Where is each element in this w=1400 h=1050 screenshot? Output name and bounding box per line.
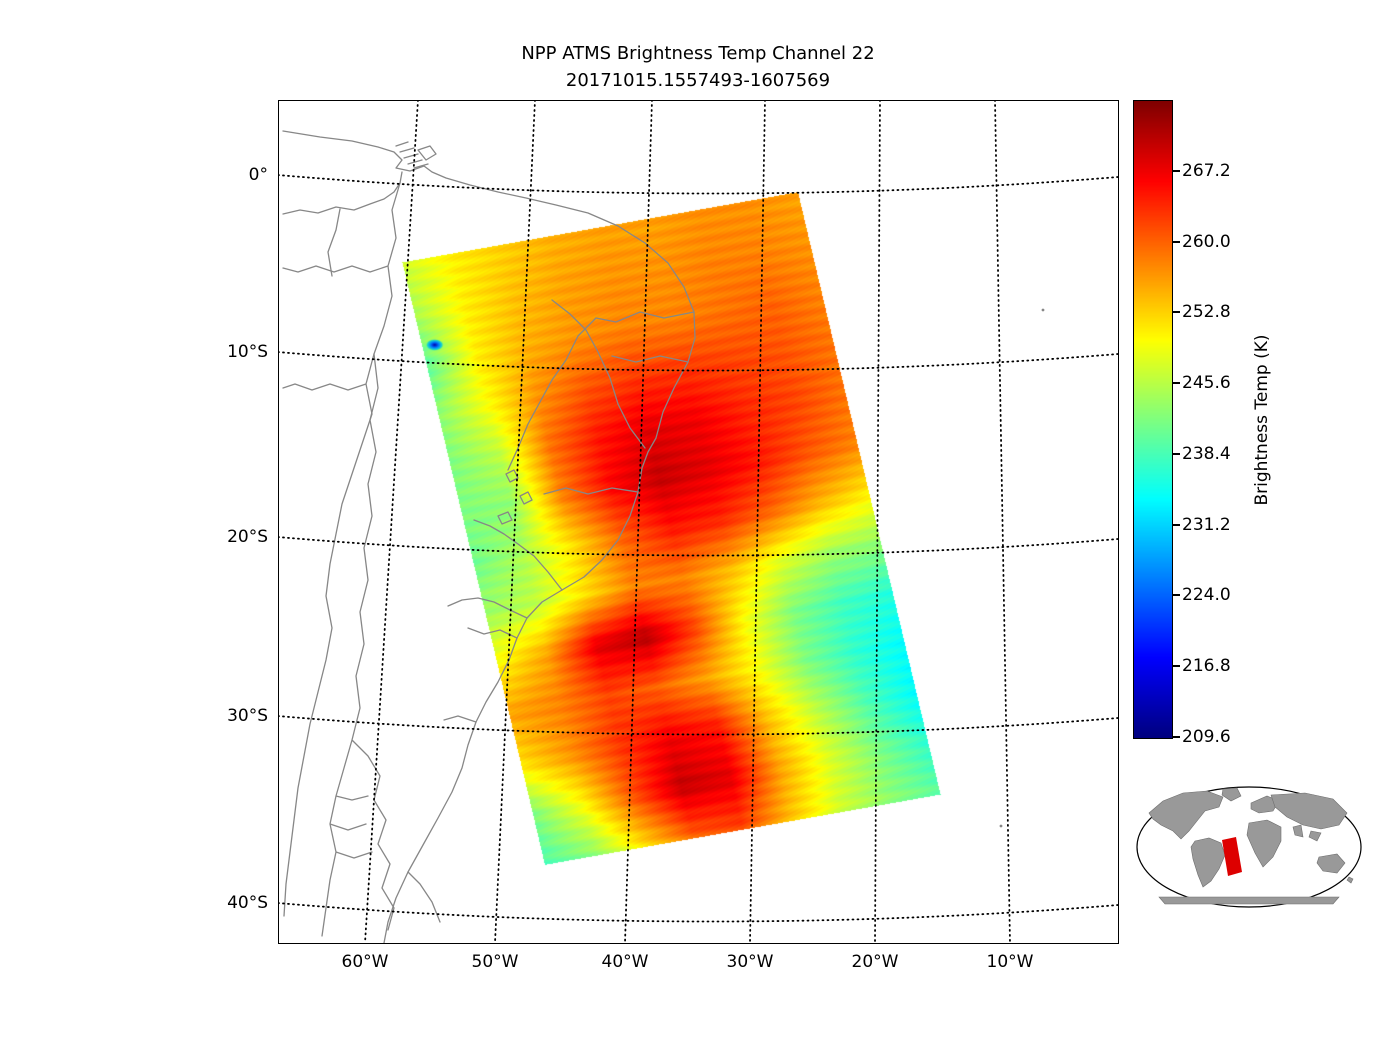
x-tick-label: 10°W xyxy=(986,952,1034,972)
parallel-30s xyxy=(278,715,1118,736)
colorbar-tick xyxy=(1173,594,1180,596)
border-west-web xyxy=(282,182,401,917)
continents xyxy=(1148,787,1354,905)
colorbar-tick-label: 224.0 xyxy=(1182,585,1231,605)
colorbar-tick-label: 238.4 xyxy=(1182,444,1231,464)
locator-map xyxy=(1136,786,1362,908)
x-tick-label: 50°W xyxy=(471,952,519,972)
north-america xyxy=(1148,790,1224,840)
colorbar-tick xyxy=(1173,524,1180,526)
parallel-20s xyxy=(278,536,1118,557)
swath-heatmap xyxy=(278,100,1118,943)
plot-title: NPP ATMS Brightness Temp Channel 22 xyxy=(521,43,875,64)
x-tick-label: 20°W xyxy=(851,952,899,972)
y-tick-label: 20°S xyxy=(227,527,268,547)
meridian-50w xyxy=(494,100,536,943)
title-block: NPP ATMS Brightness Temp Channel 22 2017… xyxy=(278,40,1118,94)
colorbar-tick-label: 209.6 xyxy=(1182,727,1231,747)
australia xyxy=(1316,853,1346,874)
colorbar-tick-label: 267.2 xyxy=(1182,161,1231,181)
x-tick-label: 40°W xyxy=(601,952,649,972)
colorbar-tick-label: 260.0 xyxy=(1182,232,1231,252)
y-tick-label: 40°S xyxy=(227,893,268,913)
y-tick-label: 30°S xyxy=(227,706,268,726)
colorbar-tick-label: 216.8 xyxy=(1182,656,1231,676)
y-tick-label: 0° xyxy=(248,165,268,185)
colorbar-tick xyxy=(1173,665,1180,667)
antarctica xyxy=(1158,896,1340,905)
river-amazon xyxy=(282,171,403,215)
swath-footprint-marker xyxy=(1222,837,1242,876)
meridian-60w xyxy=(364,100,419,943)
meridian-10w xyxy=(994,100,1011,943)
meridian-40w xyxy=(624,100,653,943)
asia xyxy=(1270,792,1348,830)
island-speck xyxy=(999,824,1003,828)
colorbar-tick-label: 252.8 xyxy=(1182,302,1231,322)
parallel-40s xyxy=(278,902,1118,923)
colorbar-tick xyxy=(1173,170,1180,172)
greenland xyxy=(1221,787,1242,802)
colorbar xyxy=(1133,100,1173,739)
y-tick-label: 10°S xyxy=(227,342,268,362)
meridian-30w xyxy=(749,100,766,943)
india xyxy=(1292,824,1304,838)
x-tick-label: 60°W xyxy=(341,952,389,972)
borders-brazil-states xyxy=(443,299,695,723)
river-paraguay xyxy=(321,353,395,937)
colorbar-tick xyxy=(1173,736,1180,738)
river-channels-icon xyxy=(327,141,437,277)
parallel-10s xyxy=(278,351,1118,372)
colorbar-gradient xyxy=(1134,101,1172,738)
colorbar-tick-label: 245.6 xyxy=(1182,373,1231,393)
island-speck xyxy=(1041,308,1045,312)
southeast-asia xyxy=(1308,830,1322,842)
colorbar-axis-label: Brightness Temp (K) xyxy=(1252,334,1272,506)
plot-subtitle: 20171015.1557493-1607569 xyxy=(565,70,831,91)
coastline-path xyxy=(282,130,696,943)
africa xyxy=(1246,819,1282,868)
colorbar-tick xyxy=(1173,241,1180,243)
colorbar-tick-label: 231.2 xyxy=(1182,515,1231,535)
rio-de-la-plata xyxy=(407,871,441,923)
x-tick-label: 30°W xyxy=(726,952,774,972)
europe xyxy=(1250,795,1280,814)
parallel-0 xyxy=(278,174,1118,195)
south-america xyxy=(1190,837,1226,888)
new-zealand xyxy=(1346,876,1354,884)
colorbar-tick xyxy=(1173,453,1180,455)
coastal-islets xyxy=(497,469,533,525)
colorbar-tick xyxy=(1173,382,1180,384)
colorbar-tick xyxy=(1173,311,1180,313)
meridian-20w xyxy=(874,100,881,943)
